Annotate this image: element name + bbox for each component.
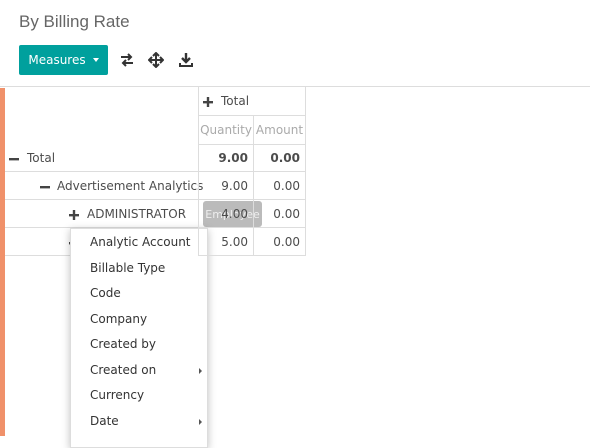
submenu-arrow — [199, 367, 202, 374]
collapse-sign[interactable] — [9, 153, 19, 163]
download-icon[interactable] — [178, 52, 194, 68]
dropdown-item[interactable]: Company — [90, 311, 148, 326]
row-header[interactable]: Advertisement Analytics — [5, 172, 203, 200]
sign-glyph — [69, 210, 79, 220]
dropdown-item[interactable]: Created on — [90, 362, 157, 377]
submenu-arrow — [199, 418, 202, 425]
expand-sign[interactable] — [203, 96, 213, 107]
flip-axis-icon[interactable] — [119, 52, 135, 68]
expand-icon[interactable] — [148, 52, 164, 68]
dropdown-item[interactable]: Currency — [90, 388, 145, 402]
page: By Billing Rate Measures Total Quantity Am… — [0, 12, 590, 448]
measures-label: Measures — [28, 53, 86, 67]
quantity-cell: 9.00 — [198, 172, 254, 200]
quantity-cell: 4.00 — [198, 200, 254, 228]
dropdown-item[interactable]: Created by — [90, 337, 157, 351]
measure-header[interactable]: Amount — [253, 116, 306, 145]
separator — [0, 86, 590, 87]
column-header[interactable]: Total — [198, 87, 306, 116]
row-header[interactable]: Total — [5, 144, 198, 172]
groupby-dropdown: Analytic Account Billable Type Code Company… — [70, 228, 208, 448]
accent-bar — [0, 88, 5, 436]
sign-glyph — [203, 97, 213, 107]
sign-glyph — [9, 158, 19, 161]
quantity-cell: 5.00 — [198, 228, 254, 256]
dropdown-item[interactable]: Billable Type — [90, 260, 166, 275]
measure-header[interactable]: Quantity — [198, 116, 254, 145]
dropdown-item[interactable]: Code — [90, 286, 121, 300]
amount-cell: 0.00 — [253, 200, 306, 228]
expand-sign[interactable] — [69, 209, 79, 220]
amount-cell: 0.00 — [253, 144, 306, 172]
sign-glyph — [40, 186, 50, 189]
row-header[interactable]: ADMINISTRATOR — [5, 200, 198, 228]
view-title: By Billing Rate — [19, 12, 130, 31]
dropdown-item[interactable]: Analytic Account — [90, 235, 191, 249]
collapse-sign[interactable] — [40, 181, 50, 191]
amount-cell: 0.00 — [253, 172, 306, 200]
quantity-cell: 9.00 — [198, 144, 254, 172]
dropdown-item[interactable]: Date — [90, 413, 119, 428]
caret — [92, 58, 99, 62]
amount-cell: 0.00 — [253, 228, 306, 256]
tooltip: Employee — [203, 201, 262, 227]
measures-button[interactable]: Measures — [19, 45, 108, 75]
